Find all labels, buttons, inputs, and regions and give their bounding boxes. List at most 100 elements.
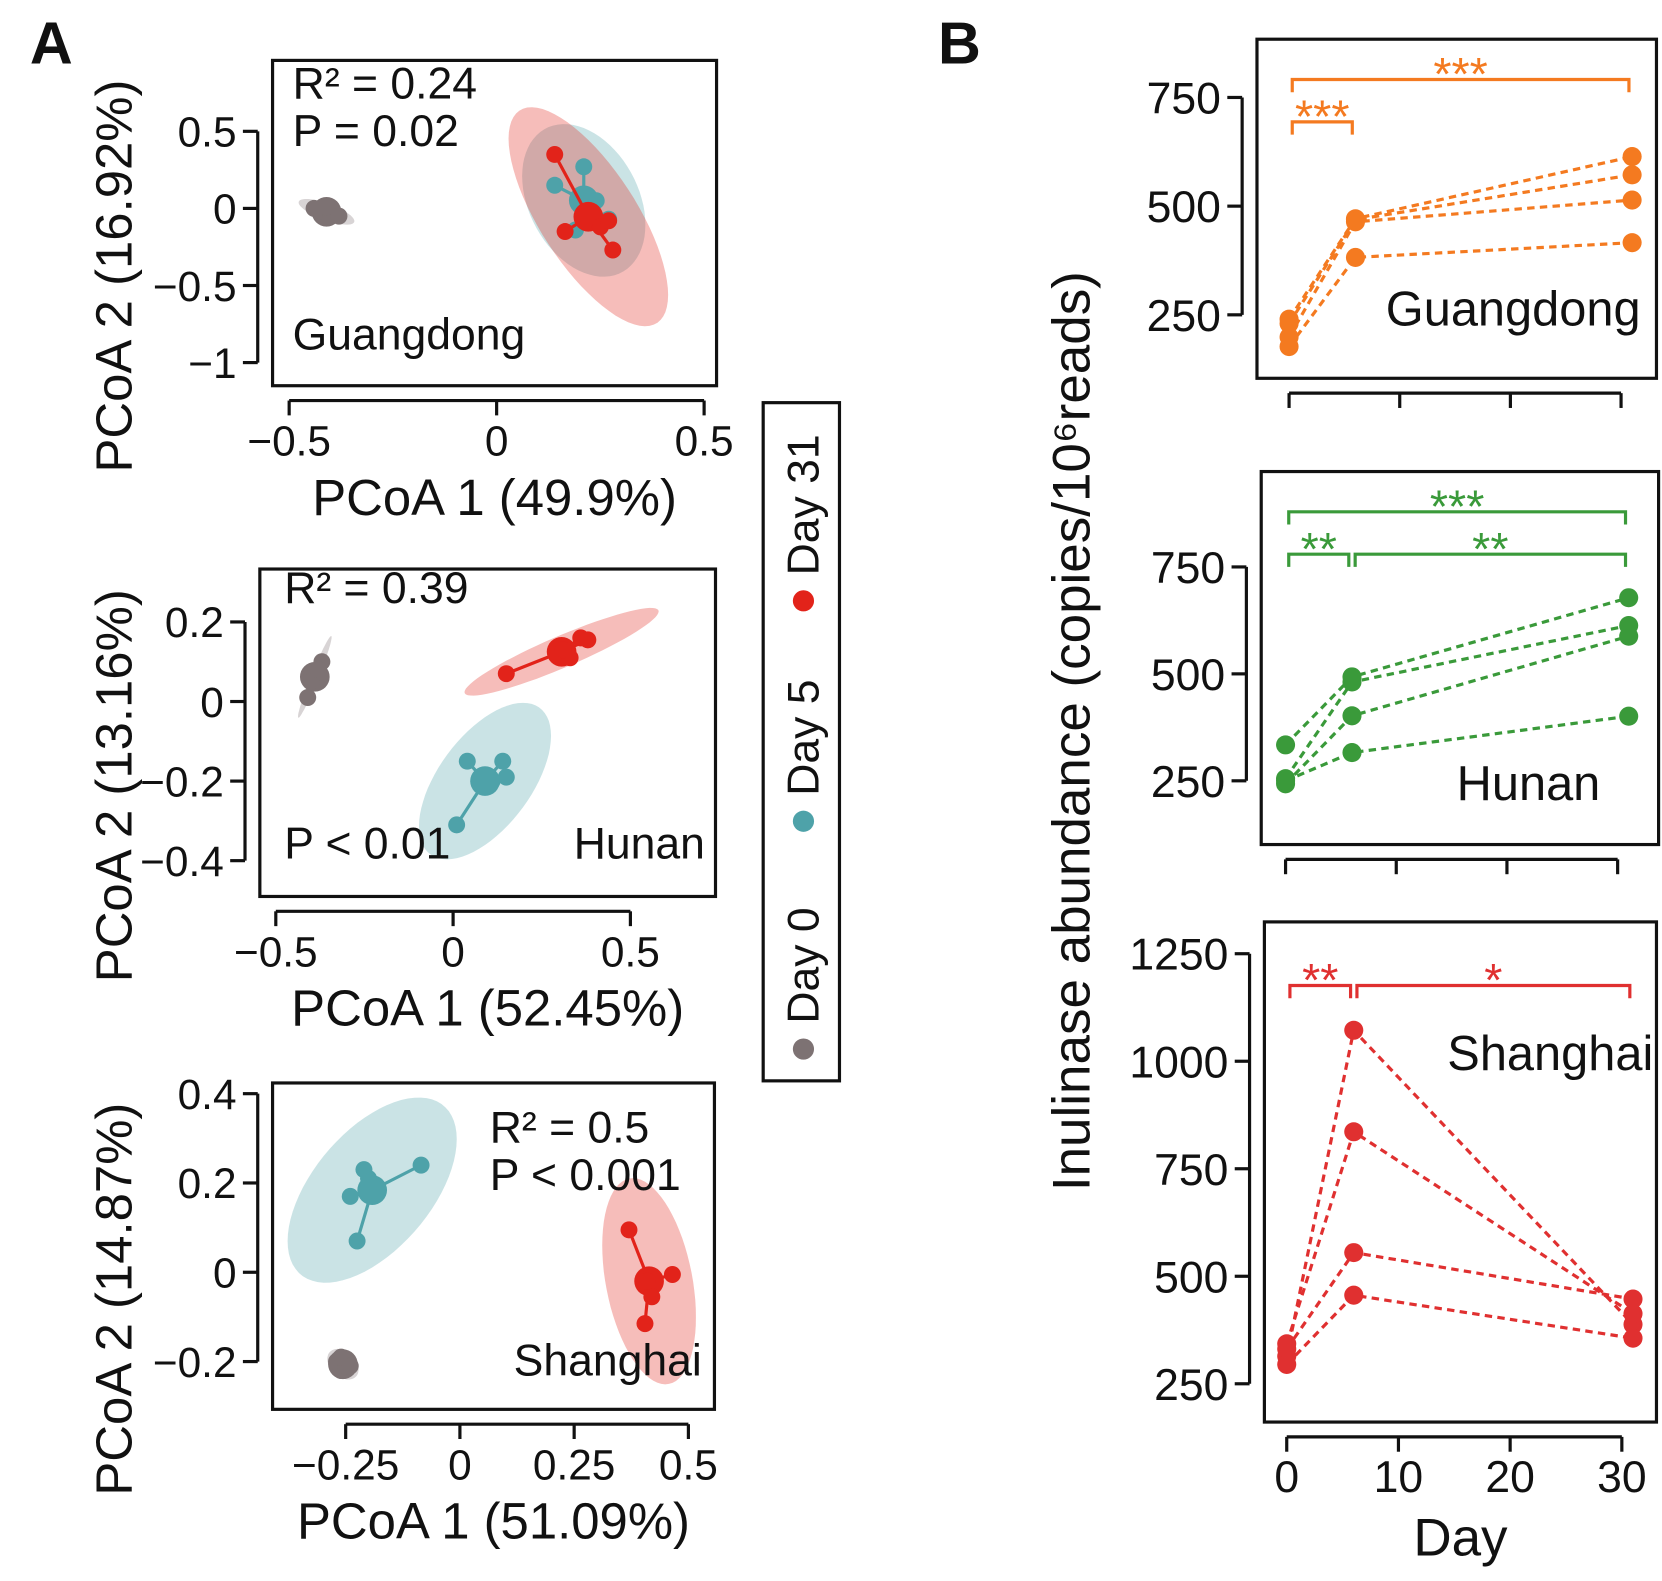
subject-line (1287, 173, 1633, 325)
y-tick-label: 250 (1151, 758, 1225, 807)
y-tick-label: 0.2 (178, 1160, 237, 1207)
legend-marker (792, 810, 815, 832)
region-label: Shanghai (1447, 1027, 1653, 1081)
x-tick-label: 0.5 (659, 1441, 718, 1488)
y-tick-label: 750 (1151, 544, 1225, 593)
point (318, 198, 335, 216)
point (1276, 771, 1296, 791)
plot-frame (1262, 920, 1659, 1424)
point (360, 1170, 378, 1187)
y-tick-label: −0.5 (153, 263, 237, 310)
point (1623, 1328, 1643, 1348)
significance-bracket (1353, 552, 1628, 567)
point (1344, 1243, 1364, 1263)
point (1619, 626, 1639, 646)
point (1622, 147, 1642, 167)
legend-label: Day 31 (779, 434, 828, 575)
x-tick-label: 0.5 (675, 418, 734, 465)
point (497, 768, 515, 786)
plot-frame (258, 567, 718, 899)
plot-frame (1259, 469, 1661, 847)
significance-bracket (1287, 510, 1628, 525)
y-tick-label: 1000 (1129, 1038, 1228, 1087)
significance-label: *** (1433, 48, 1487, 100)
point (330, 207, 348, 225)
subject-line (1285, 1250, 1634, 1350)
stat-label: P < 0.001 (490, 1151, 681, 1200)
significance-label: *** (1430, 480, 1484, 532)
significance-bracket (1355, 983, 1632, 999)
point (1344, 1122, 1364, 1142)
x-tick-label: 10 (1374, 1453, 1424, 1502)
point (1622, 190, 1642, 210)
point (348, 1232, 366, 1250)
region-label: Guangdong (1386, 282, 1641, 336)
plot-frame (270, 58, 719, 388)
point (663, 1266, 681, 1283)
point (1619, 588, 1639, 608)
significance-bracket (1290, 77, 1631, 93)
y-tick-label: 750 (1147, 74, 1221, 123)
x-tick-label: 0.5 (601, 928, 660, 975)
point (579, 631, 597, 649)
y-tick-label: 500 (1154, 1253, 1228, 1302)
significance-label: ** (1472, 523, 1508, 575)
subject-line (1285, 1293, 1634, 1366)
point (1344, 1020, 1364, 1040)
y-tick-label: 0 (200, 679, 224, 726)
point (1279, 313, 1299, 334)
point (1277, 1339, 1297, 1359)
x-tick-label: 0 (485, 418, 509, 465)
x-axis-label: PCoA 1 (52.45%) (291, 980, 684, 1037)
y-tick-label: 0.4 (178, 1071, 237, 1118)
x-tick-label: 0 (448, 1441, 472, 1488)
legend-marker (792, 590, 815, 612)
point (643, 1288, 661, 1306)
region-label: Hunan (574, 819, 705, 868)
point (494, 752, 512, 770)
subject-line (1284, 714, 1629, 783)
panel-label: A (30, 10, 73, 77)
x-tick-label: 0 (441, 928, 465, 975)
x-tick-label: −0.25 (292, 1441, 399, 1488)
y-tick-label: 0 (213, 1250, 237, 1297)
x-axis-label: Day (1413, 1509, 1508, 1568)
shared-y-label: Inulinase abundance (copies/10⁶reads) (1043, 271, 1102, 1191)
y-tick-label: −0.2 (140, 758, 224, 805)
point (1622, 165, 1642, 185)
region-label: Hunan (1457, 757, 1601, 811)
y-tick-label: 1250 (1129, 931, 1228, 980)
y-axis-label: PCoA 2 (13.16%) (86, 589, 143, 982)
point (1345, 212, 1366, 232)
significance-label: ** (1301, 523, 1337, 575)
point (556, 223, 574, 241)
stat-label: P < 0.01 (284, 819, 450, 868)
point (1345, 247, 1366, 267)
point (448, 816, 466, 834)
point (600, 212, 618, 230)
point (1344, 1285, 1364, 1305)
subject-line (1287, 241, 1633, 348)
x-tick-label: 0.25 (533, 1441, 615, 1488)
point (1279, 337, 1299, 357)
point (554, 641, 572, 659)
point (497, 665, 515, 683)
point (546, 176, 564, 194)
point (638, 1272, 656, 1290)
y-tick-label: −0.4 (140, 838, 224, 885)
y-axis-label: PCoA 2 (14.87%) (86, 1103, 143, 1496)
panel-label: B (938, 10, 981, 77)
point (1277, 1354, 1297, 1374)
x-axis-label: PCoA 1 (51.09%) (297, 1493, 690, 1550)
y-tick-label: 0.5 (178, 109, 237, 156)
y-tick-label: 750 (1154, 1146, 1228, 1195)
point (1342, 743, 1362, 763)
legend-box (761, 401, 842, 1083)
point (636, 1315, 654, 1333)
x-axis-label: PCoA 1 (49.9%) (312, 469, 677, 526)
point (1622, 233, 1642, 253)
significance-bracket (1288, 983, 1353, 999)
stat-label: R² = 0.5 (490, 1103, 650, 1152)
